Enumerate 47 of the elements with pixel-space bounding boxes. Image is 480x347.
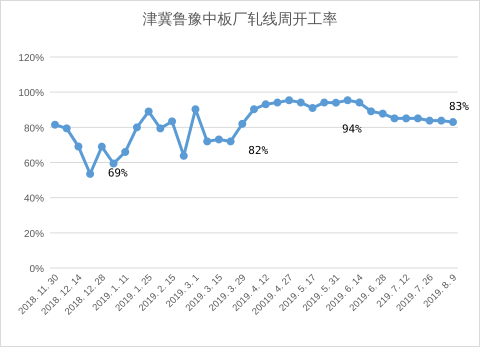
point xyxy=(344,96,352,104)
point xyxy=(332,98,340,107)
point xyxy=(250,105,258,114)
point xyxy=(203,137,212,146)
data-label: 69% xyxy=(108,166,128,180)
point xyxy=(273,98,282,107)
point xyxy=(390,114,398,122)
point xyxy=(168,117,176,126)
point xyxy=(86,170,94,178)
point xyxy=(226,137,235,146)
point xyxy=(262,100,270,108)
point xyxy=(426,116,434,125)
point xyxy=(214,135,223,144)
data-label: 94% xyxy=(342,122,362,136)
data-label: 83% xyxy=(449,100,470,114)
point xyxy=(320,98,328,107)
point xyxy=(378,110,387,118)
chart-title: 津冀鲁豫中板厂轧线周开工率 xyxy=(142,10,338,28)
point xyxy=(156,124,164,132)
point xyxy=(110,160,118,168)
point xyxy=(51,120,59,129)
point xyxy=(449,118,457,126)
y-tick-label: 0% xyxy=(30,264,44,275)
point xyxy=(238,120,246,128)
y-tick-label: 120% xyxy=(18,53,44,64)
y-tick-label: 100% xyxy=(18,88,44,100)
point xyxy=(62,124,71,132)
data-label: 82% xyxy=(248,144,269,157)
point xyxy=(296,98,305,107)
point xyxy=(414,114,422,122)
point xyxy=(132,123,141,132)
y-tick-label: 60% xyxy=(24,158,44,170)
point xyxy=(121,148,130,156)
point xyxy=(402,114,410,122)
y-tick-label: 20% xyxy=(24,228,44,240)
point xyxy=(355,98,364,107)
point xyxy=(437,116,446,125)
point xyxy=(285,96,294,104)
point xyxy=(367,107,376,116)
point xyxy=(74,142,82,150)
point xyxy=(191,105,200,114)
point xyxy=(308,104,317,112)
y-tick-label: 40% xyxy=(24,194,44,205)
y-tick-label: 80% xyxy=(24,123,44,134)
point xyxy=(98,142,106,151)
point xyxy=(144,108,153,116)
point xyxy=(180,152,188,160)
